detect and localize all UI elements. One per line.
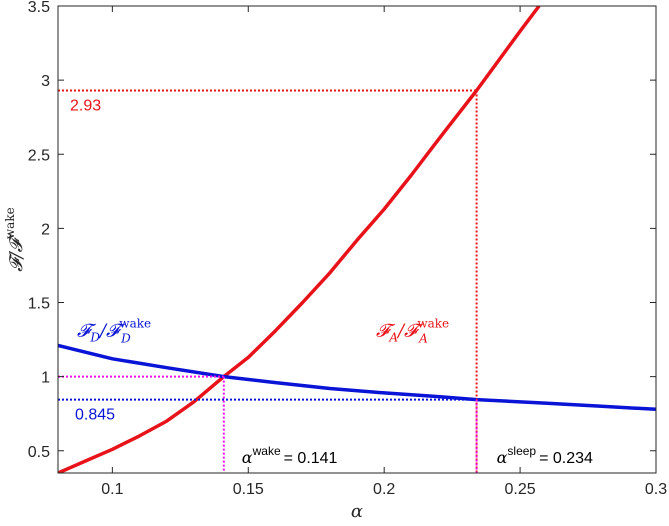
alpha-sleep-annotation: αsleep = 0.234: [497, 444, 593, 467]
x-tick-label: 0.3: [645, 481, 667, 498]
x-tick-label: 0.25: [505, 481, 536, 498]
fa-sep: /𝓕: [396, 321, 424, 342]
y-tick-label: 1: [41, 370, 50, 387]
fa-sub: A: [388, 331, 398, 345]
alpha-wake-annotation: αwake = 0.141: [242, 444, 338, 467]
curve-label-fd: 𝓕D/𝓕wake D: [77, 317, 151, 346]
y-tick-label: 3: [41, 73, 50, 90]
alpha-wake-symbol: α: [242, 448, 253, 467]
ticks-layer: 0.1 0.15 0.2 0.25 0.3 0.5 1 1.5 2 2.5 3 3.5: [28, 0, 667, 498]
alpha-sleep-sup: sleep: [507, 444, 536, 458]
fa-sub2: A: [418, 332, 428, 346]
y-axis-label-sup: wake: [3, 207, 17, 239]
alpha-wake-sup: wake: [252, 444, 281, 458]
label-0-845: 0.845: [75, 407, 115, 424]
x-axis-label: α: [351, 501, 363, 522]
y-tick-label: 1.5: [28, 296, 50, 313]
y-tick-label: 0.5: [28, 444, 50, 461]
reference-lines-layer: [58, 89, 478, 473]
alpha-sleep-symbol: α: [497, 448, 508, 467]
fd-sub: D: [89, 331, 100, 345]
x-tick-label: 0.15: [233, 481, 264, 498]
fa-sup: wake: [417, 317, 449, 331]
x-tick-label: 0.1: [101, 481, 123, 498]
y-tick-label: 2: [41, 221, 50, 238]
fd-sub2: D: [120, 332, 131, 346]
label-2-93: 2.93: [70, 98, 101, 115]
x-tick-label: 0.2: [373, 481, 395, 498]
curves-layer: [58, 6, 656, 473]
y-tick-label: 2.5: [28, 147, 50, 164]
fd-sup: wake: [119, 317, 151, 331]
alpha-wake-value: = 0.141: [284, 450, 338, 467]
plot-frame: [57, 5, 657, 474]
curve-label-fa: 𝓕A/𝓕wake A: [376, 317, 449, 346]
y-tick-label: 3.5: [28, 0, 50, 16]
series-line-fd: [58, 343, 656, 412]
series-line-fa: [58, 6, 541, 473]
fd-sep: /𝓕: [98, 321, 126, 342]
alpha-sleep-value: = 0.234: [539, 450, 593, 467]
y-axis-label-main: 𝓕/𝓕: [6, 232, 27, 271]
y-axis-label: 𝓕/𝓕wake: [3, 207, 27, 271]
